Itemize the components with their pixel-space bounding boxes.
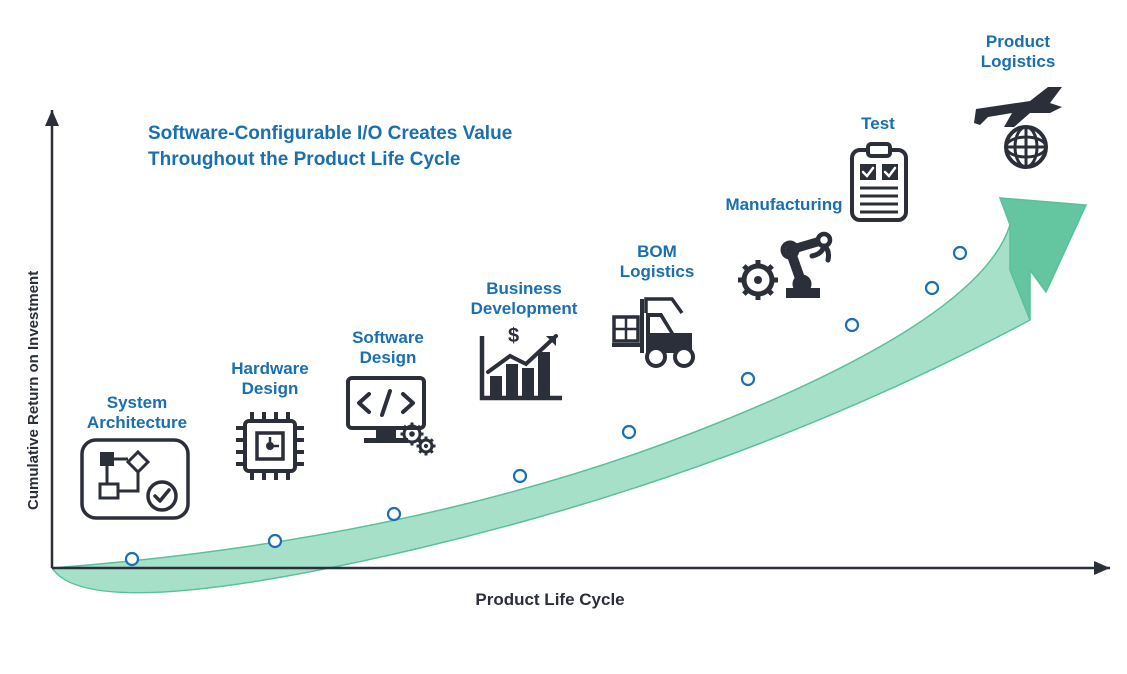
label-hardware-design: HardwareDesign [210, 359, 330, 400]
bom-logistics-icon [612, 299, 693, 366]
label-software-design: SoftwareDesign [328, 328, 448, 369]
system-architecture-icon [82, 440, 188, 518]
marker-3 [514, 470, 526, 482]
marker-5 [742, 373, 754, 385]
marker-1 [269, 535, 281, 547]
y-axis-label: Cumulative Return on Investment [25, 271, 42, 510]
marker-8 [954, 247, 966, 259]
label-test: Test [838, 114, 918, 134]
label-business-development: BusinessDevelopment [454, 279, 594, 320]
growth-band [52, 198, 1086, 593]
title-line-1: Software-Configurable I/O Creates Value [148, 123, 512, 144]
marker-0 [126, 553, 138, 565]
product-logistics-icon [974, 87, 1062, 167]
manufacturing-icon [738, 234, 830, 300]
chart-title: Software-Configurable I/O Creates Value … [148, 121, 512, 172]
svg-text:$: $ [508, 325, 519, 347]
label-bom-logistics: BOMLogistics [602, 242, 712, 283]
marker-7 [926, 282, 938, 294]
label-manufacturing: Manufacturing [704, 195, 864, 215]
label-system-architecture: SystemArchitecture [72, 393, 202, 434]
hardware-design-icon [236, 412, 304, 480]
marker-4 [623, 426, 635, 438]
marker-2 [388, 508, 400, 520]
software-design-icon [348, 378, 436, 456]
roi-curve-chart: $ [0, 0, 1127, 674]
x-axis-label: Product Life Cycle [400, 590, 700, 610]
title-line-2: Throughout the Product Life Cycle [148, 149, 460, 170]
business-development-icon: $ [482, 325, 562, 398]
marker-6 [846, 319, 858, 331]
label-product-logistics: ProductLogistics [958, 32, 1078, 73]
